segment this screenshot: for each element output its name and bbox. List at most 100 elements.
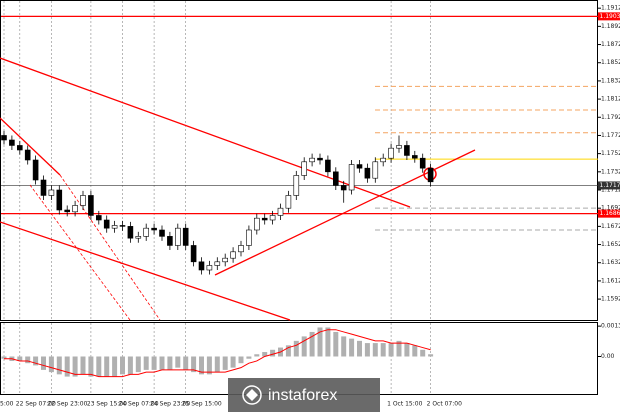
macd-bar: [246, 356, 252, 359]
price-tag-label: 1.1717: [600, 182, 620, 189]
macd-bar: [293, 340, 299, 357]
axis: 1.1592 1.1612 1.1632 1.1652 1.1672 1.1692 1.17…: [0, 5, 620, 408]
candle-body: [317, 157, 323, 161]
candle-body: [198, 261, 205, 271]
candle-body: [48, 189, 55, 196]
macd-bar: [349, 338, 355, 357]
macd-bar: [388, 343, 394, 357]
price-tag: [598, 12, 620, 21]
y-tick-label: 1.1652: [601, 241, 620, 248]
y-tick-label: 1.1632: [601, 259, 620, 266]
candle-body: [111, 225, 118, 229]
main-pane: [0, 0, 598, 321]
macd-bar: [380, 343, 386, 357]
levels: [1, 15, 598, 231]
candle-body: [238, 245, 244, 253]
candle-body: [340, 185, 347, 191]
candle-body: [411, 155, 418, 159]
x-tick-label: 24 Sep 07:00: [119, 401, 159, 408]
y-tick-label: 1.1712: [601, 187, 620, 194]
macd-bar: [48, 356, 54, 373]
macd-bar: [222, 356, 228, 370]
price-tag-label: 1.1686: [600, 210, 620, 217]
macd-bar: [33, 356, 39, 366]
y-tick-label: 1.1872: [601, 41, 620, 48]
y-tick-label: 1.1752: [601, 150, 620, 157]
macd-bar: [41, 356, 46, 370]
watermark: instaforex: [228, 378, 380, 412]
candle-body: [206, 265, 213, 271]
macd-bar: [333, 331, 339, 357]
macd-bar: [80, 356, 86, 375]
macd-bar: [159, 356, 165, 370]
candle-body: [404, 145, 410, 156]
macd-bar: [262, 352, 268, 357]
candle-body: [135, 236, 142, 239]
candle-body: [143, 227, 149, 237]
y-tick-label: 1.1912: [601, 5, 620, 12]
candle-body: [167, 236, 173, 246]
candle-body: [16, 145, 23, 151]
candle-body: [332, 171, 339, 186]
candle-body: [396, 145, 402, 149]
x-tick-label: 5:00: [0, 401, 14, 408]
price-tag: [598, 209, 620, 218]
price-tag: [598, 181, 620, 190]
macd-bar: [183, 356, 189, 370]
macd-bar: [238, 356, 244, 364]
candle-body: [175, 227, 181, 246]
candle-body: [72, 205, 78, 213]
candle-body: [293, 175, 300, 196]
candle-body: [127, 226, 134, 239]
trend-line-dashed: [29, 184, 131, 321]
candle-body: [325, 159, 331, 173]
macd-bar: [364, 343, 370, 357]
candle-body: [246, 229, 252, 246]
grid: [3, 1, 431, 394]
macd-bar: [151, 356, 157, 370]
macd-bar: [143, 356, 149, 370]
macd-bar: [25, 356, 31, 364]
candle-body: [356, 164, 363, 169]
y-tick-label: 1.1732: [601, 168, 620, 175]
x-tick-label: 2 Oct 07:00: [427, 401, 462, 408]
candle-body: [222, 257, 228, 263]
macd-bar: [1, 356, 7, 359]
candle-body: [388, 147, 394, 159]
logo: [242, 385, 262, 405]
x-tick-label: 23 Sep 15:00: [87, 401, 127, 408]
candle-body: [285, 195, 292, 209]
candle-body: [151, 227, 157, 231]
macd-bar: [64, 356, 70, 377]
watermark-text: instaforex: [268, 387, 337, 404]
macd-bar: [420, 349, 426, 357]
macd-bar: [341, 336, 347, 357]
candle-body: [56, 189, 63, 211]
x-tick-label: 1 Oct 15:00: [387, 401, 422, 408]
macd-bar: [270, 349, 276, 357]
x-tick-label: 24 Sep 23:00: [150, 401, 190, 408]
y-tick-label: 1.1692: [601, 205, 620, 212]
candle-body: [9, 139, 15, 146]
y-tick-label: 1.1832: [601, 77, 620, 84]
candle-body: [364, 167, 371, 179]
candle-body: [309, 157, 315, 163]
candle-body: [301, 161, 308, 176]
y-tick-label: 0.00: [601, 353, 615, 360]
channel-top: [0, 57, 411, 208]
y-tick-label: 1.1772: [601, 132, 620, 139]
trend-lines: [0, 57, 476, 321]
candle-body: [96, 215, 102, 221]
macd-bar: [120, 356, 125, 375]
macd-bar: [254, 354, 260, 357]
macd-bar: [112, 356, 118, 377]
macd-bar: [230, 356, 236, 368]
macd-bar: [325, 327, 331, 357]
macd-bar: [56, 356, 62, 375]
macd-bar: [357, 340, 362, 357]
candle-body: [1, 135, 7, 141]
price-tag-label: 1.1903: [600, 13, 620, 20]
macd-bar: [285, 345, 291, 357]
macd-bar: [127, 356, 133, 375]
macd-bar: [317, 327, 323, 357]
